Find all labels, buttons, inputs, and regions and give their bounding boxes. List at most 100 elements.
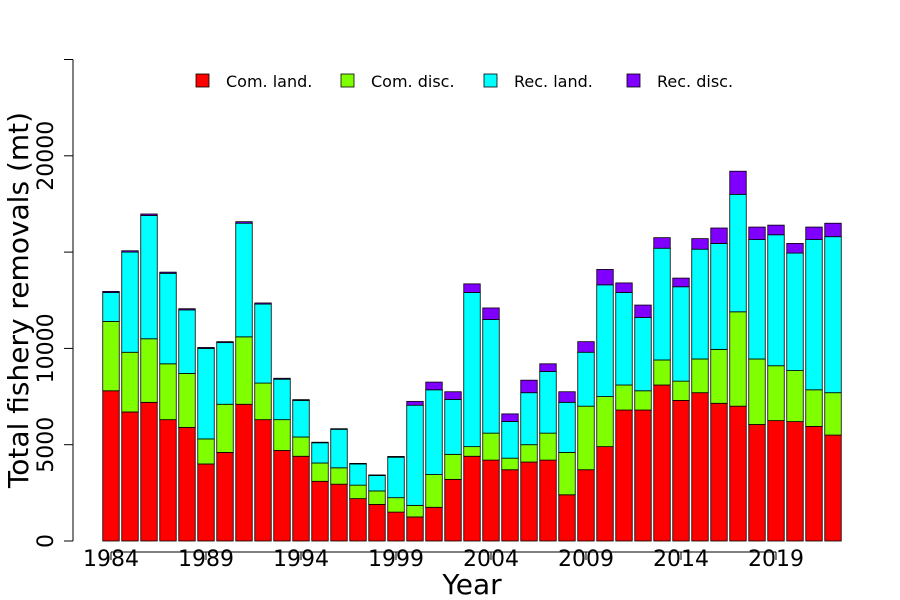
- bar-1988-com-land: [178, 426, 196, 542]
- bar-2019-rec-disc: [767, 224, 785, 236]
- bar-2003-rec-disc: [463, 283, 481, 293]
- bar-2005-com-land: [501, 469, 519, 542]
- bar-2009-com-disc: [577, 405, 595, 471]
- y-tick-label: 10000: [34, 313, 59, 383]
- bar-2021-com-disc: [805, 389, 823, 427]
- bar-2002-rec-land: [444, 399, 462, 455]
- legend-swatch-4: [626, 73, 641, 88]
- bar-1996-rec-disc: [330, 428, 348, 430]
- bar-2018-rec-land: [748, 239, 766, 360]
- bars-layer: [102, 170, 842, 542]
- legend-label-1: Com. land.: [226, 72, 312, 91]
- bar-2013-rec-land: [653, 247, 671, 361]
- bar-2008-rec-land: [558, 401, 576, 453]
- bar-1998-rec-land: [368, 475, 386, 492]
- x-axis-title: Year: [441, 568, 502, 600]
- legend-label-2: Com. disc.: [371, 72, 455, 91]
- bar-1987-com-land: [159, 419, 177, 542]
- bar-2007-com-land: [539, 459, 557, 542]
- bar-2005-com-disc: [501, 457, 519, 471]
- bar-2001-com-land: [425, 506, 443, 542]
- bar-1992-rec-land: [254, 303, 272, 384]
- bar-2004-rec-land: [482, 319, 500, 434]
- bar-1999-com-land: [387, 511, 405, 542]
- bar-2021-rec-disc: [805, 226, 823, 240]
- bar-2011-com-land: [615, 409, 633, 542]
- bar-1996-com-disc: [330, 467, 348, 485]
- bar-1996-com-land: [330, 483, 348, 542]
- bar-2015-rec-land: [691, 248, 709, 360]
- bar-2017-com-disc: [729, 311, 747, 407]
- bar-2018-rec-disc: [748, 226, 766, 240]
- bar-1985-rec-land: [121, 251, 139, 353]
- bar-1997-rec-land: [349, 463, 367, 486]
- bar-1997-com-land: [349, 498, 367, 542]
- bar-2014-com-disc: [672, 380, 690, 401]
- bar-1995-com-land: [311, 480, 329, 542]
- bar-2007-rec-land: [539, 371, 557, 434]
- bar-2020-com-disc: [786, 370, 804, 422]
- bar-1994-rec-land: [292, 399, 310, 438]
- x-tick-label: 2004: [463, 547, 519, 572]
- bar-2018-com-land: [748, 424, 766, 542]
- bar-1986-com-disc: [140, 338, 158, 403]
- bar-2015-com-land: [691, 392, 709, 542]
- bar-1993-com-land: [273, 450, 291, 542]
- bar-1988-com-disc: [178, 373, 196, 428]
- bar-2009-rec-disc: [577, 341, 595, 353]
- bar-2010-com-disc: [596, 396, 614, 448]
- legend-swatch-3: [483, 73, 498, 88]
- bar-2004-com-disc: [482, 432, 500, 461]
- bar-2022-rec-disc: [824, 222, 842, 238]
- bar-2013-com-land: [653, 384, 671, 542]
- bar-2014-com-land: [672, 399, 690, 542]
- bar-2006-com-disc: [520, 444, 538, 463]
- bar-2000-rec-disc: [406, 400, 424, 406]
- bar-1990-rec-land: [216, 342, 234, 405]
- bar-2005-rec-disc: [501, 413, 519, 422]
- bar-2005-rec-land: [501, 421, 519, 459]
- bar-1993-com-disc: [273, 419, 291, 451]
- bar-1988-rec-land: [178, 309, 196, 374]
- bar-2022-com-land: [824, 434, 842, 542]
- y-axis-title: Total fishery removals (mt): [2, 112, 35, 489]
- bar-2009-com-land: [577, 469, 595, 542]
- bar-2002-rec-disc: [444, 391, 462, 400]
- bar-2000-com-disc: [406, 504, 424, 518]
- bar-1986-rec-land: [140, 215, 158, 340]
- bar-1989-com-land: [197, 463, 215, 542]
- bar-1987-rec-disc: [159, 271, 177, 274]
- bar-1994-rec-disc: [292, 399, 310, 401]
- bar-1991-com-disc: [235, 336, 253, 405]
- bar-2004-rec-disc: [482, 307, 500, 320]
- bar-1990-com-disc: [216, 403, 234, 453]
- bar-2021-rec-land: [805, 239, 823, 391]
- bar-1985-com-land: [121, 411, 139, 542]
- bar-1996-rec-land: [330, 428, 348, 469]
- bar-2013-com-disc: [653, 359, 671, 386]
- bar-2019-rec-land: [767, 234, 785, 367]
- legend-swatch-1: [195, 73, 210, 88]
- bar-2015-com-disc: [691, 358, 709, 394]
- bar-1998-com-disc: [368, 490, 386, 505]
- bar-1986-rec-disc: [140, 213, 158, 216]
- bar-2016-rec-land: [710, 243, 728, 350]
- bar-2010-rec-land: [596, 284, 614, 397]
- bar-2016-com-land: [710, 402, 728, 542]
- bar-1997-rec-disc: [349, 462, 367, 465]
- bar-1992-com-disc: [254, 382, 272, 421]
- bar-1984-rec-land: [102, 292, 120, 322]
- bar-2019-com-disc: [767, 365, 785, 422]
- bar-1991-rec-disc: [235, 221, 253, 224]
- bar-1998-com-land: [368, 504, 386, 542]
- bar-2007-com-disc: [539, 432, 557, 461]
- bar-2012-com-disc: [634, 390, 652, 411]
- x-tick-label: 2014: [653, 547, 709, 572]
- bar-2020-rec-disc: [786, 243, 804, 254]
- x-tick-label: 1999: [368, 547, 424, 572]
- bar-1985-rec-disc: [121, 250, 139, 253]
- bar-1984-com-land: [102, 390, 120, 542]
- y-tick-label: 5000: [34, 417, 59, 473]
- bar-2009-rec-land: [577, 351, 595, 407]
- bar-2012-rec-land: [634, 317, 652, 392]
